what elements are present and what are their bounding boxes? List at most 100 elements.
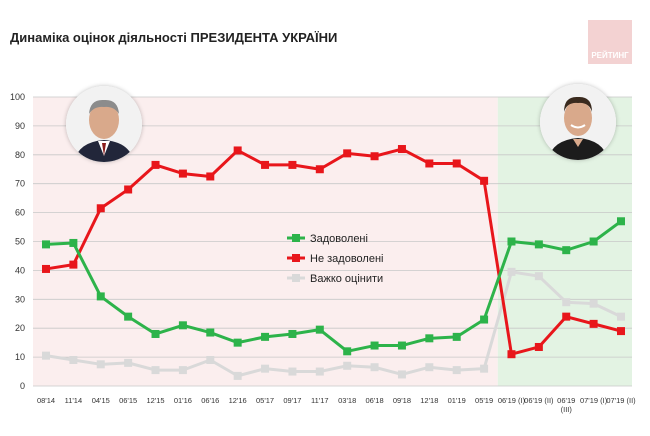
data-point [452, 366, 461, 375]
data-point [480, 176, 489, 185]
data-point [370, 363, 379, 372]
data-point [206, 355, 215, 364]
poroshenko-portrait [66, 86, 142, 162]
x-tick-label-line: 07'19 (II) [606, 396, 636, 405]
data-point [42, 240, 50, 249]
y-tick-label: 50 [15, 237, 25, 247]
data-point [480, 364, 489, 373]
data-point [288, 367, 297, 376]
legend-swatch-marker [292, 234, 300, 242]
data-point [589, 299, 598, 308]
data-point [69, 355, 78, 364]
legend-label: Не задоволені [310, 253, 383, 265]
data-point [617, 327, 625, 336]
brand-logo: РЕЙТИНГ [588, 20, 632, 64]
data-point [206, 328, 215, 337]
x-tick-label-line: 01'19 [448, 396, 466, 405]
data-point [397, 341, 406, 350]
data-point [589, 319, 598, 328]
legend: Задоволені Не задоволені Важко оцінити [287, 233, 383, 285]
x-tick-label-line: 06'19 (I) [498, 396, 526, 405]
x-tick-label-line: 11'17 [311, 396, 329, 405]
data-point [617, 312, 625, 321]
data-point [343, 347, 352, 356]
data-point [562, 312, 571, 321]
data-point [397, 370, 406, 379]
x-tick-label-line: 12'15 [146, 396, 164, 405]
x-tick-label-line: 06'15 [119, 396, 137, 405]
x-tick-label-line: 04'15 [92, 396, 110, 405]
x-tick-label-line: 09'17 [283, 396, 301, 405]
zelensky-portrait [540, 84, 616, 160]
x-tick-label: 07'19 (I) [580, 396, 608, 405]
x-tick-label-line: 11'14 [65, 396, 83, 405]
data-point [178, 321, 187, 330]
x-tick-label: 11'14 [65, 396, 83, 405]
x-tick-label: 12'15 [146, 396, 164, 405]
data-point [96, 360, 105, 369]
y-tick-label: 70 [15, 179, 25, 189]
person-portrait-icon [66, 86, 142, 162]
page-title: Динаміка оцінок діяльності ПРЕЗИДЕНТА УК… [10, 30, 338, 45]
data-point [425, 334, 434, 343]
legend-swatch-marker [292, 254, 300, 262]
data-point [206, 172, 215, 181]
x-tick-label-line: 07'19 (I) [580, 396, 608, 405]
x-tick-label-line: 01'16 [174, 396, 192, 405]
data-point [343, 361, 352, 370]
x-tick-label: 09'17 [283, 396, 301, 405]
series-group [42, 145, 625, 380]
data-point [534, 342, 543, 351]
data-point [96, 292, 105, 301]
data-point [452, 332, 461, 341]
data-point [425, 363, 434, 372]
data-point [343, 149, 352, 158]
data-point [480, 315, 489, 324]
data-point [562, 298, 571, 307]
x-tick-label: 08'14 [37, 396, 55, 405]
data-point [233, 146, 242, 155]
data-point [261, 364, 270, 373]
y-tick-label: 60 [15, 208, 25, 218]
data-point [397, 145, 406, 154]
x-tick-label-line: 06'19 (II) [524, 396, 554, 405]
x-tick-label: 09'18 [393, 396, 411, 405]
x-tick-label: 06'16 [201, 396, 219, 405]
legend-label: Задоволені [310, 233, 368, 245]
data-point [288, 329, 297, 338]
data-point [42, 351, 50, 360]
data-point [589, 237, 598, 246]
x-tick-label: 06'19 (III) [557, 396, 575, 414]
y-tick-label: 80 [15, 150, 25, 160]
x-tick-label: 06'19 (II) [524, 396, 554, 405]
data-point [42, 264, 50, 273]
data-point [124, 358, 133, 367]
x-tick-label-line: 05'19 [475, 396, 493, 405]
data-point [96, 204, 105, 213]
x-tick-label-line: 08'14 [37, 396, 55, 405]
data-point [507, 350, 516, 359]
x-tick-label: 05'17 [256, 396, 274, 405]
x-axis-ticks: 08'14 11'14 04'15 06'15 12'15 01'16 06'16 12'16… [37, 396, 636, 414]
data-point [534, 272, 543, 281]
data-point [178, 169, 187, 178]
data-point [69, 238, 78, 247]
x-tick-label: 12'16 [229, 396, 247, 405]
x-tick-label-line: (III) [561, 405, 573, 414]
data-point [233, 371, 242, 380]
data-point [534, 240, 543, 249]
x-tick-label: 12'18 [420, 396, 438, 405]
data-point [233, 338, 242, 347]
data-point [315, 367, 324, 376]
x-tick-label-line: 09'18 [393, 396, 411, 405]
y-tick-label: 90 [15, 121, 25, 131]
data-point [370, 152, 379, 161]
data-point [124, 185, 133, 194]
data-point [151, 160, 160, 169]
x-tick-label-line: 06'19 [557, 396, 575, 405]
y-tick-label: 40 [15, 265, 25, 275]
legend-swatch-marker [292, 274, 300, 282]
data-point [178, 366, 187, 375]
x-tick-label: 07'19 (II) [606, 396, 636, 405]
